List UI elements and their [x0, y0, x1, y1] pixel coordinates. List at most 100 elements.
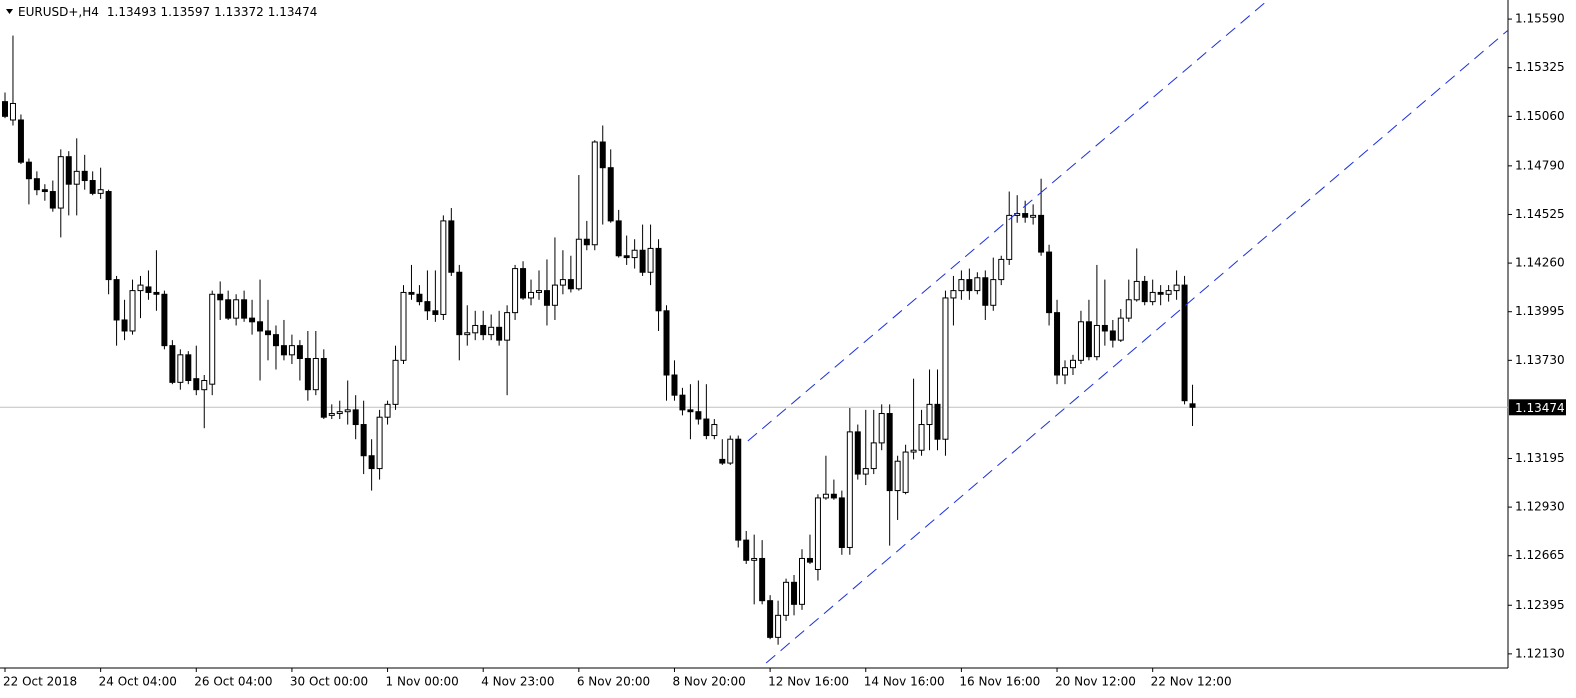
- candle-body: [1077, 321, 1084, 361]
- candle-body: [376, 416, 383, 470]
- candle-body: [894, 460, 901, 492]
- candle-body: [33, 178, 40, 191]
- candle-body: [512, 268, 519, 314]
- candle-body: [193, 378, 200, 391]
- candle-body: [288, 345, 295, 356]
- candle-body: [233, 299, 240, 319]
- candle-body: [49, 191, 56, 209]
- candle-body: [1189, 403, 1196, 408]
- candle-body: [1109, 330, 1116, 341]
- candle-body: [424, 301, 431, 312]
- candle-body: [743, 539, 750, 561]
- candle-body: [241, 299, 248, 319]
- candle-body: [950, 290, 957, 299]
- candle-body: [639, 249, 646, 273]
- y-tick-label: 1.14525: [1515, 207, 1565, 221]
- candle-body: [1046, 251, 1053, 314]
- y-tick-label: 1.15325: [1515, 60, 1565, 74]
- y-tick-label: 1.13730: [1515, 353, 1565, 367]
- candle-body: [97, 189, 104, 194]
- candle-body: [735, 438, 742, 541]
- candle-body: [432, 310, 439, 315]
- candle-body: [535, 290, 542, 293]
- candle-body: [870, 442, 877, 470]
- x-tick-label: 14 Nov 16:00: [864, 675, 945, 689]
- candle-body: [249, 317, 256, 323]
- candle-body: [543, 290, 550, 306]
- candle-body: [583, 238, 590, 246]
- candle-body: [966, 279, 973, 292]
- candle-body: [1006, 214, 1013, 260]
- x-tick-label: 4 Nov 23:00: [481, 675, 554, 689]
- candle-body: [17, 119, 24, 163]
- candle-body: [703, 418, 710, 437]
- candle-body: [647, 247, 654, 273]
- candle-body: [695, 411, 702, 420]
- candle-body: [767, 600, 774, 638]
- candle-body: [344, 409, 351, 413]
- candle-body: [599, 141, 606, 169]
- candle-body: [257, 321, 264, 332]
- candle-body: [822, 493, 829, 499]
- candle-body: [663, 310, 670, 376]
- candle-body: [998, 258, 1005, 281]
- candle-body: [129, 290, 136, 332]
- candle-body: [838, 497, 845, 548]
- candle-body: [121, 319, 128, 332]
- x-tick-label: 20 Nov 12:00: [1055, 675, 1136, 689]
- candle-body: [440, 220, 447, 315]
- candle-body: [217, 293, 224, 301]
- candle-body: [862, 468, 869, 475]
- candle-body: [982, 277, 989, 306]
- candle-body: [607, 167, 614, 222]
- candle-body: [1093, 324, 1100, 358]
- candle-body: [958, 279, 965, 292]
- candle-body: [719, 458, 726, 464]
- plot-area: [0, 2, 1508, 664]
- candle-body: [145, 286, 152, 293]
- candle-body: [1173, 284, 1180, 292]
- candle-body: [918, 424, 925, 451]
- candle-body: [320, 357, 327, 418]
- y-tick-label: 1.14790: [1515, 158, 1565, 172]
- candle-body: [830, 493, 837, 499]
- candle-body: [161, 293, 168, 347]
- candle-body: [416, 293, 423, 303]
- candle-body: [806, 557, 813, 563]
- candle-body: [169, 345, 176, 383]
- candle-body: [177, 354, 184, 383]
- header-close: 1.13474: [268, 5, 318, 19]
- x-tick-label: 16 Nov 16:00: [959, 675, 1040, 689]
- candle-body: [392, 359, 399, 405]
- price-label: 1.13474: [1515, 401, 1565, 415]
- candle-body: [400, 291, 407, 361]
- candle-body: [81, 170, 88, 182]
- candle-body: [265, 330, 272, 336]
- candle-body: [679, 394, 686, 411]
- y-tick-label: 1.13195: [1515, 451, 1565, 465]
- candle-body: [185, 354, 192, 382]
- candle-body: [296, 345, 303, 359]
- candle-body: [25, 161, 32, 180]
- candle-body: [368, 455, 375, 470]
- y-tick-label: 1.15590: [1515, 12, 1565, 26]
- candle-body: [886, 413, 893, 492]
- candle-body: [1141, 280, 1148, 303]
- candle-body: [727, 438, 734, 464]
- candle-body: [1022, 213, 1029, 218]
- candle-body: [711, 424, 718, 437]
- candle-body: [783, 581, 790, 616]
- x-tick-label: 22 Nov 12:00: [1151, 675, 1232, 689]
- candle-body: [1165, 290, 1172, 295]
- x-tick-label: 30 Oct 00:00: [290, 675, 368, 689]
- candle-body: [791, 581, 798, 605]
- x-tick-label: 6 Nov 20:00: [577, 675, 650, 689]
- candle-body: [312, 357, 319, 391]
- x-tick-label: 12 Nov 16:00: [768, 675, 849, 689]
- candle-body: [225, 299, 232, 319]
- x-tick-label: 22 Oct 2018: [3, 675, 77, 689]
- candle-body: [113, 279, 120, 321]
- x-tick-label: 1 Nov 00:00: [386, 675, 459, 689]
